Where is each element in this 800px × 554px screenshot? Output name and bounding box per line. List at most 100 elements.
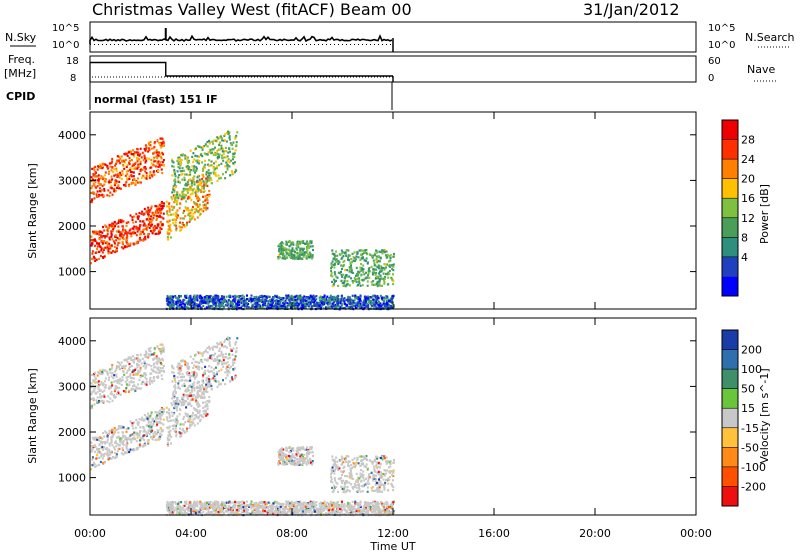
power-cell <box>311 254 314 257</box>
power-cell <box>226 164 229 167</box>
power-cell <box>372 303 375 306</box>
power-cell <box>240 301 243 304</box>
power-cell <box>204 199 207 202</box>
power-cell <box>339 253 342 256</box>
power-cell <box>136 216 139 219</box>
velocity-cell <box>178 380 181 383</box>
velocity-cell <box>102 454 105 457</box>
power-cell <box>192 160 195 163</box>
power-cell <box>168 206 170 209</box>
power-cell <box>113 190 116 193</box>
power-cell <box>334 280 336 283</box>
velocity-cell <box>145 365 148 368</box>
power-cell <box>145 157 148 160</box>
velocity-cell <box>202 406 205 409</box>
velocity-cell <box>192 407 195 410</box>
velocity-cell <box>139 436 142 439</box>
power-cell <box>367 274 370 277</box>
power-cell <box>204 195 207 198</box>
power-cell <box>185 194 188 197</box>
velocity-cell <box>139 430 142 433</box>
power-cell <box>210 299 213 302</box>
velocity-cell <box>91 373 94 376</box>
velocity-cell <box>111 444 114 447</box>
power-cell <box>227 132 230 135</box>
power-cell <box>190 217 193 220</box>
power-cell <box>279 299 282 302</box>
power-cell <box>310 299 313 302</box>
velocity-cell <box>157 357 160 360</box>
power-cell <box>187 196 190 199</box>
power-cell <box>388 255 391 258</box>
power-cell <box>180 198 183 201</box>
power-cell <box>386 253 389 256</box>
power-cell <box>226 162 229 165</box>
velocity-cell <box>147 412 150 415</box>
velocity-cell <box>145 351 148 354</box>
power-cell <box>359 269 362 272</box>
power-cell <box>318 307 320 310</box>
velocity-cell <box>179 432 182 435</box>
power-cell <box>281 306 284 309</box>
velocity-cell <box>211 346 214 349</box>
power-cell <box>384 263 387 266</box>
power-cell <box>381 269 384 272</box>
power-cell <box>296 300 299 303</box>
power-cell <box>96 175 99 178</box>
power-cell <box>122 247 125 250</box>
power-cell <box>187 168 190 171</box>
power-cell <box>198 305 201 308</box>
power-cell <box>171 218 174 221</box>
velocity-cell <box>229 380 232 383</box>
power-cell <box>120 173 123 177</box>
velocity-cell <box>122 431 124 434</box>
velocity-cell <box>152 377 155 380</box>
power-cell <box>128 161 130 164</box>
velocity-cell <box>137 369 140 372</box>
power-cell <box>337 271 340 274</box>
power-cell <box>336 276 339 279</box>
power-cell <box>341 302 344 305</box>
power-cell <box>233 152 236 155</box>
velocity-cell <box>188 374 191 377</box>
velocity-cell <box>183 384 186 388</box>
power-cell <box>143 157 146 160</box>
power-cell <box>388 264 391 267</box>
power-cell <box>130 150 132 153</box>
nave-dot <box>278 76 279 78</box>
power-cell <box>193 175 196 178</box>
velocity-cell <box>228 353 231 356</box>
power-cell <box>256 297 259 300</box>
power-cell <box>178 299 181 302</box>
power-cell <box>332 253 335 256</box>
nsearch-dot <box>106 44 107 45</box>
power-cell <box>161 151 164 154</box>
power-cell <box>98 190 101 193</box>
power-cell <box>102 256 104 259</box>
power-cell <box>101 240 104 243</box>
power-cell <box>122 158 125 162</box>
power-cell <box>320 307 322 310</box>
power-cell <box>375 283 378 286</box>
nave-dot <box>224 76 225 78</box>
power-cell <box>93 173 96 176</box>
power-cell <box>370 280 373 284</box>
power-cell <box>388 272 391 275</box>
velocity-cell <box>93 375 96 378</box>
power-cell <box>136 153 139 156</box>
power-cell <box>303 302 306 305</box>
power-cell <box>264 297 267 300</box>
velocity-cell <box>284 463 287 466</box>
power-cell <box>190 298 193 301</box>
velocity-cell <box>221 363 224 366</box>
power-cell <box>103 229 106 232</box>
power-cell <box>213 139 216 142</box>
nsky-trace <box>89 28 394 52</box>
power-cell <box>191 302 194 305</box>
velocity-cell <box>213 374 216 377</box>
power-cell <box>191 165 194 168</box>
power-cell <box>92 232 95 235</box>
power-cell <box>111 193 114 196</box>
velocity-cell <box>186 371 189 374</box>
power-cell <box>307 301 310 304</box>
